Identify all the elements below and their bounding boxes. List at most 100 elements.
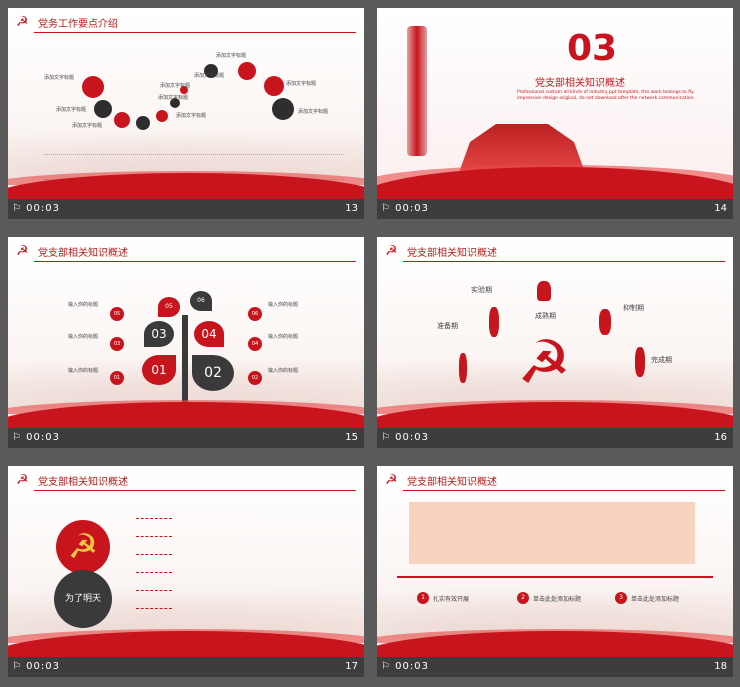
bullet-right: 04 (248, 337, 262, 351)
emblem-circle: ☭ (56, 520, 110, 574)
slide-title: 党支部相关知识概述 (407, 477, 497, 488)
bullet-left: 05 (110, 307, 124, 321)
leaf-05: 05 (158, 297, 180, 317)
slide-number: 14 (714, 203, 727, 214)
label: 添加文字标题 (72, 123, 103, 129)
timeline-row (136, 608, 172, 609)
phase-label: 实验期 (471, 286, 492, 294)
slide-number: 15 (345, 432, 358, 443)
phase-label: 成熟期 (535, 312, 556, 320)
slide-thumb-15[interactable]: ☭ 党支部相关知识概述 03 04 01 02 05 06 05 03 01 0… (8, 237, 364, 448)
slide-canvas: ☭ 党支部相关知识概述 ☭ 实验期 准备期 成熟期 抑制期 完成期 (377, 237, 733, 428)
step-badge: 2 (517, 592, 529, 604)
slide-footer: ⚐ 00:03 17 (8, 657, 364, 677)
label: 输入你的标题 (68, 302, 99, 308)
slide-title: 党支部相关知识概述 (407, 248, 497, 259)
step-title: 单击此处添加标题 (631, 596, 680, 603)
slide-canvas: ☭ 党支部相关知识概述 ☭ 为了明天 (8, 466, 364, 657)
label: 添加文字标题 (298, 109, 329, 115)
athlete-figure (635, 347, 645, 377)
stem (182, 315, 188, 411)
header-line (34, 261, 356, 262)
step-badge: 1 (417, 592, 429, 604)
bubble (82, 76, 104, 98)
mountain-bg (377, 358, 733, 408)
header-line (34, 490, 356, 491)
slide-number: 16 (714, 432, 727, 443)
slide-number: 13 (345, 203, 358, 214)
slide-footer: ⚐ 00:03 18 (377, 657, 733, 677)
timeline-row (136, 518, 172, 519)
slide-header: ☭ 党支部相关知识概述 (377, 237, 733, 265)
image-placeholder (409, 502, 695, 564)
bullet-left: 01 (110, 371, 124, 385)
slide-header: ☭ 党支部相关知识概述 (8, 237, 364, 265)
header-line (34, 32, 356, 33)
label: 添加文字标题 (44, 75, 75, 81)
section-number: 03 (567, 28, 618, 69)
timeline-bar (397, 576, 713, 578)
label: 添加文字标题 (194, 73, 225, 79)
section-subtitle: Professional custom all kinds of industr… (517, 90, 695, 101)
header-line (403, 261, 725, 262)
slide-footer: ⚐ 00:03 15 (8, 428, 364, 448)
header-line (403, 490, 725, 491)
slide-footer: ⚐ 00:03 14 (377, 199, 733, 219)
big-emblem-icon: ☭ (517, 328, 571, 398)
timeline-row (136, 590, 172, 591)
slide-canvas: ☭ 党支部相关知识概述 03 04 01 02 05 06 05 03 01 0… (8, 237, 364, 428)
bubble (238, 62, 256, 80)
leaf-01: 01 (142, 355, 176, 385)
bubble (156, 110, 168, 122)
slide-thumb-16[interactable]: ☭ 党支部相关知识概述 ☭ 实验期 准备期 成熟期 抑制期 完成期 ⚐ 00:0… (377, 237, 733, 448)
label: 添加文字标题 (216, 53, 247, 59)
athlete-figure (599, 309, 611, 335)
label: 输入你的标题 (268, 368, 299, 374)
slide-timing: ⚐ 00:03 (381, 432, 429, 443)
label: 添加文字标题 (160, 83, 191, 89)
label: 输入你的标题 (68, 368, 99, 374)
label: 输入你的标题 (68, 334, 99, 340)
leaf-04: 04 (194, 321, 224, 347)
slide-canvas: ☭ 党支部相关知识概述 1 2 3 扎实有效开展 单击此处添加标题 单击此处添加… (377, 466, 733, 657)
party-emblem-icon: ☭ (385, 472, 398, 488)
step-title: 单击此处添加标题 (533, 596, 582, 603)
timeline-row (136, 572, 172, 573)
leaf-02: 02 (192, 355, 234, 391)
slide-title: 党支部相关知识概述 (38, 477, 128, 488)
timeline-row (136, 536, 172, 537)
slide-footer: ⚐ 00:03 13 (8, 199, 364, 219)
slide-thumb-17[interactable]: ☭ 党支部相关知识概述 ☭ 为了明天 ⚐ 00:03 17 (8, 466, 364, 677)
slide-thumb-13[interactable]: ☭ 党务工作要点介绍 添加文字标题 添加文字标题 添加文字标题 添加文字标题 添… (8, 8, 364, 219)
bullet-right: 02 (248, 371, 262, 385)
slide-thumb-18[interactable]: ☭ 党支部相关知识概述 1 2 3 扎实有效开展 单击此处添加标题 单击此处添加… (377, 466, 733, 677)
bubble (264, 76, 284, 96)
slide-number: 18 (714, 661, 727, 672)
timeline-row (136, 554, 172, 555)
label: 添加文字标题 (176, 113, 207, 119)
leaf-06: 06 (190, 291, 212, 311)
slide-title: 党支部相关知识概述 (38, 248, 128, 259)
leaf-03: 03 (144, 321, 174, 347)
caption-circle: 为了明天 (54, 570, 112, 628)
slide-header: ☭ 党支部相关知识概述 (377, 466, 733, 494)
slide-timing: ⚐ 00:03 (381, 203, 429, 214)
slide-footer: ⚐ 00:03 16 (377, 428, 733, 448)
athlete-figure (537, 281, 551, 301)
slide-timing: ⚐ 00:03 (12, 661, 60, 672)
bullet-left: 03 (110, 337, 124, 351)
party-emblem-icon: ☭ (16, 243, 29, 259)
slide-timing: ⚐ 00:03 (381, 661, 429, 672)
red-wave (8, 173, 364, 199)
bubble (204, 64, 218, 78)
label: 添加文字标题 (286, 81, 317, 87)
phase-label: 准备期 (437, 322, 458, 330)
slide-thumb-14[interactable]: 03 党支部相关知识概述 Professional custom all kin… (377, 8, 733, 219)
bubble (170, 98, 180, 108)
slide-title: 党务工作要点介绍 (38, 19, 118, 30)
step-badge: 3 (615, 592, 627, 604)
athlete-figure (489, 307, 499, 337)
label: 添加文字标题 (56, 107, 87, 113)
bubble (136, 116, 150, 130)
step-title: 扎实有效开展 (433, 596, 470, 603)
